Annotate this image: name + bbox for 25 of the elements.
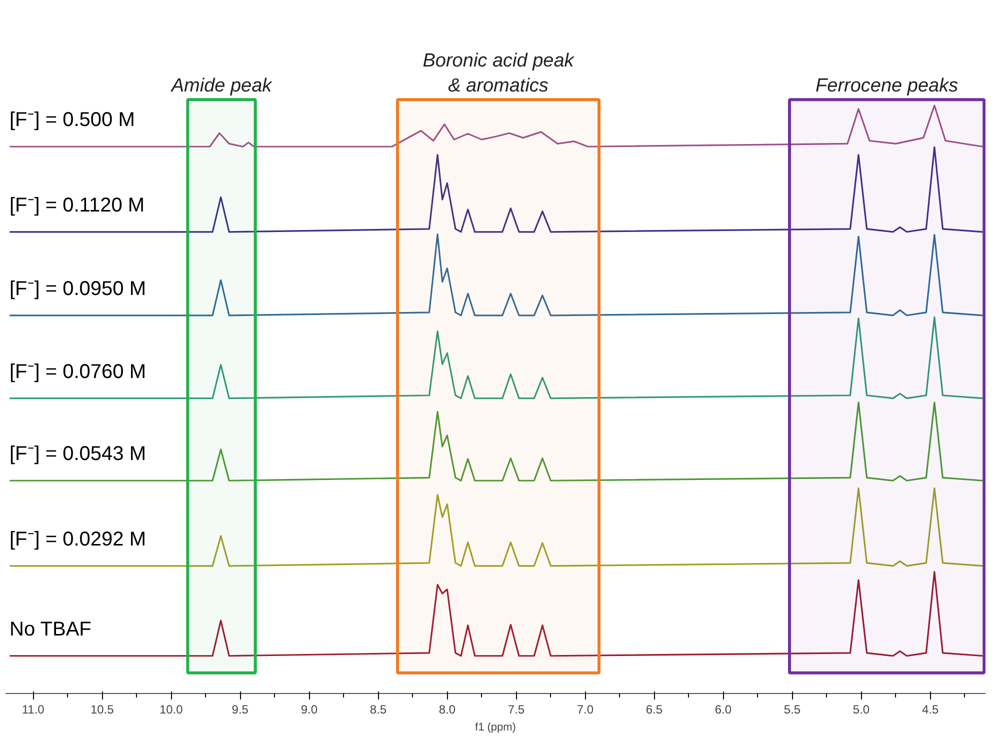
x-tick-label: 10.0	[159, 702, 184, 716]
x-tick-label: 10.5	[90, 702, 114, 716]
x-tick-label: 6.5	[646, 702, 663, 716]
series-label: [F⁻] = 0.500 M	[10, 109, 135, 132]
x-tick-label: 8.5	[370, 702, 387, 716]
band-label: Boronic acid peak & aromatics	[422, 50, 576, 97]
series-label: [F⁻] = 0.0292 M	[10, 528, 146, 550]
series-label: [F⁻] = 0.0760 M	[10, 360, 146, 383]
x-tick-label: 9.5	[232, 702, 249, 716]
x-tick-label: 8.0	[438, 702, 456, 716]
x-tick-label: 5.5	[784, 702, 801, 716]
x-tick-label: 7.5	[508, 702, 525, 716]
x-tick-label: 5.0	[852, 702, 870, 716]
x-axis-title: f1 (ppm)	[475, 722, 516, 734]
series-label: No TBAF	[10, 618, 92, 640]
series-label: [F⁻] = 0.1120 M	[10, 194, 145, 216]
band-label: Ferrocene peaks	[816, 76, 959, 97]
x-tick-label: 7.0	[576, 702, 594, 716]
x-tick-label: 11.0	[22, 702, 45, 716]
series-label: [F⁻] = 0.0950 M	[10, 278, 146, 300]
x-tick-label: 4.5	[922, 702, 939, 716]
band-label: Amide peak	[170, 76, 274, 97]
x-tick-label: 9.0	[300, 702, 318, 716]
x-tick-label: 6.0	[714, 702, 732, 716]
series-label: [F⁻] = 0.0543 M	[10, 443, 146, 466]
